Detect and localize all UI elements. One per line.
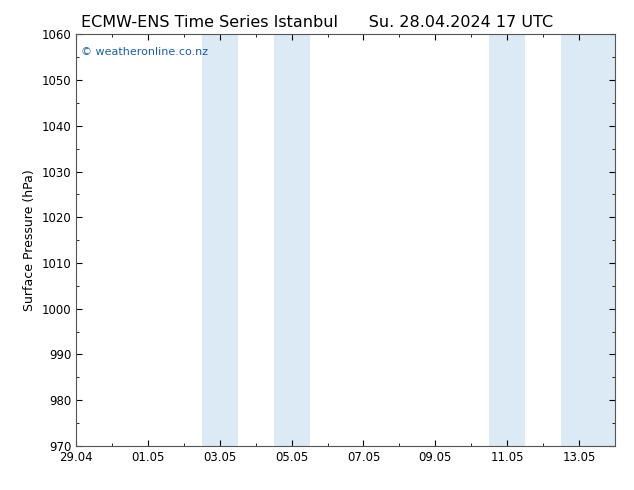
Bar bbox=[274, 34, 309, 446]
Bar bbox=[202, 34, 238, 446]
Text: © weatheronline.co.nz: © weatheronline.co.nz bbox=[81, 47, 209, 57]
Y-axis label: Surface Pressure (hPa): Surface Pressure (hPa) bbox=[23, 169, 36, 311]
Bar bbox=[561, 34, 615, 446]
Bar bbox=[489, 34, 525, 446]
Text: ECMW-ENS Time Series Istanbul      Su. 28.04.2024 17 UTC: ECMW-ENS Time Series Istanbul Su. 28.04.… bbox=[81, 15, 553, 30]
